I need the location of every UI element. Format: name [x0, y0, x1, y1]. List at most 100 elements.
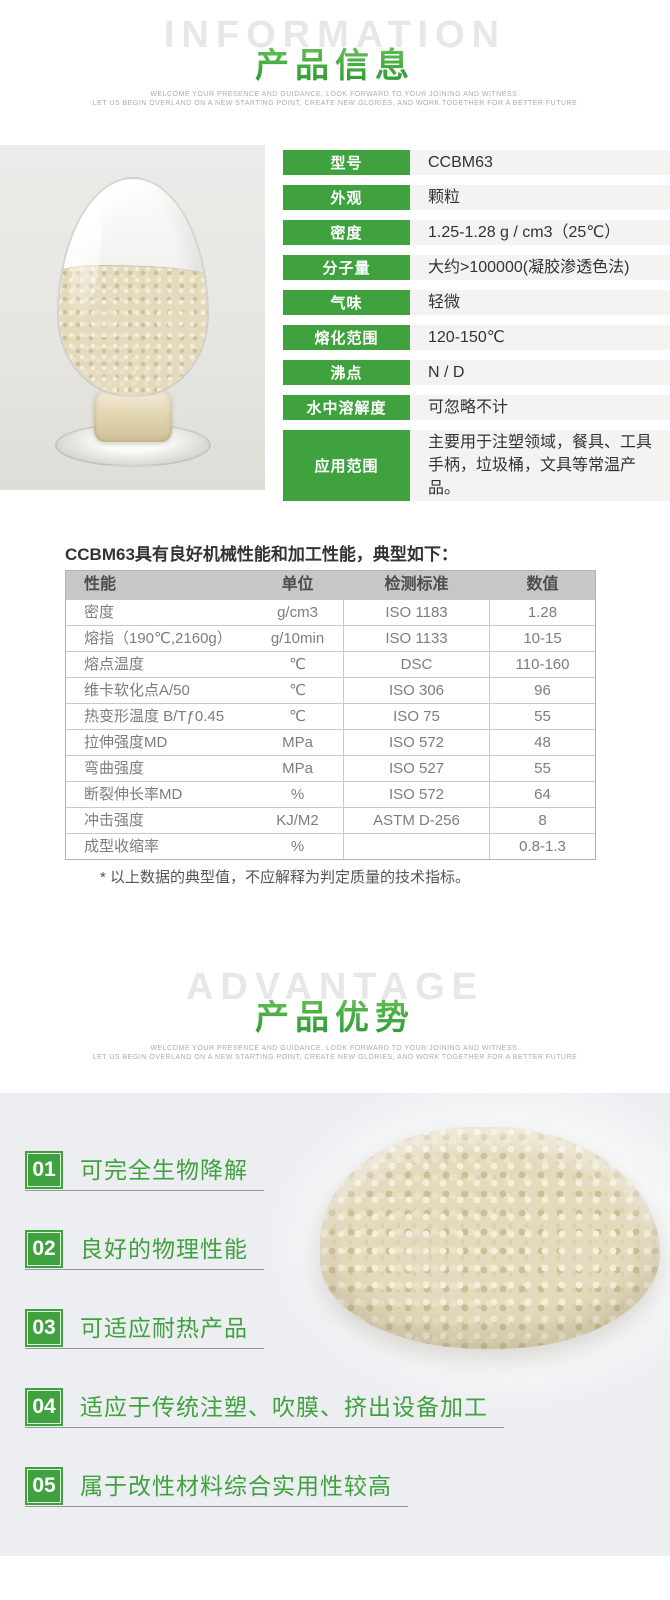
advantage-label: 可适应耐热产品	[80, 1315, 248, 1341]
spec-value: 主要用于注塑领域，餐具、工具手柄，垃圾桶，文具等常温产品。	[410, 430, 670, 501]
mech-cell-value: 55	[489, 756, 595, 781]
spec-value: 可忽略不计	[410, 395, 670, 420]
spec-row: 型号 CCBM63	[283, 150, 670, 175]
advantage-number-badge: 04	[25, 1388, 63, 1426]
mech-table-row: 拉伸强度MD MPa ISO 572 48	[66, 729, 595, 755]
spec-value: 轻微	[410, 290, 670, 315]
mech-cell-standard: ISO 1133	[343, 626, 489, 651]
mech-cell-unit: 单位	[281, 576, 314, 593]
advantage-item: 03 可适应耐热产品	[25, 1309, 264, 1349]
mech-cell-unit: %	[290, 838, 305, 855]
mech-cell-value: 110-160	[489, 652, 595, 677]
mech-cell-property: 弯曲强度	[84, 760, 145, 777]
advantage-number-badge: 05	[25, 1467, 63, 1505]
mech-cell-value: 数值	[489, 571, 595, 599]
mech-table-row: 冲击强度 KJ/M2 ASTM D-256 8	[66, 807, 595, 833]
spec-value: 颗粒	[410, 185, 670, 210]
spec-row: 应用范围 主要用于注塑领域，餐具、工具手柄，垃圾桶，文具等常温产品。	[283, 430, 670, 501]
info-section-subtitle: WELCOME YOUR PRESENCE AND GUIDANCE, LOOK…	[0, 90, 670, 108]
advantage-list: 01 可完全生物降解 02 良好的物理性能 03 可适应耐热产品 04 适应于传…	[25, 1151, 504, 1546]
mech-cell-value: 0.8-1.3	[489, 834, 595, 859]
mech-cell-unit: ℃	[289, 708, 306, 725]
advantage-label: 适应于传统注塑、吹膜、挤出设备加工	[80, 1394, 488, 1420]
mech-table-row: 维卡软化点A/50 ℃ ISO 306 96	[66, 677, 595, 703]
mech-cell-standard: ISO 1183	[343, 600, 489, 625]
mech-cell-standard: ISO 75	[343, 704, 489, 729]
advantage-row: 04 适应于传统注塑、吹膜、挤出设备加工	[25, 1388, 504, 1428]
mech-cell-standard: ASTM D-256	[343, 808, 489, 833]
advantage-row: 02 良好的物理性能	[25, 1230, 504, 1270]
mech-table-row: 弯曲强度 MPa ISO 527 55	[66, 755, 595, 781]
mech-cell-property: 冲击强度	[84, 812, 145, 829]
advantage-item: 01 可完全生物降解	[25, 1151, 264, 1191]
spec-label: 分子量	[283, 255, 410, 280]
mech-cell-unit: g/cm3	[277, 604, 318, 621]
info-subtitle-line1: WELCOME YOUR PRESENCE AND GUIDANCE, LOOK…	[150, 91, 520, 98]
advantage-label: 良好的物理性能	[80, 1236, 248, 1262]
mech-cell-unit: ℃	[289, 682, 306, 699]
spec-value: 大约>100000(凝胶渗透色法)	[410, 255, 670, 280]
mech-cell-value: 1.28	[489, 600, 595, 625]
spec-row: 沸点 N / D	[283, 360, 670, 385]
mech-cell-standard: ISO 572	[343, 782, 489, 807]
info-watermark-text: INFORMATION	[163, 14, 507, 56]
advantage-number-badge: 01	[25, 1151, 63, 1189]
advantage-item: 04 适应于传统注塑、吹膜、挤出设备加工	[25, 1388, 504, 1428]
mech-cell-standard: ISO 306	[343, 678, 489, 703]
mech-cell-standard: ISO 572	[343, 730, 489, 755]
mech-cell-unit: %	[290, 786, 305, 803]
mech-table-row: 熔点温度 ℃ DSC 110-160	[66, 651, 595, 677]
advantage-subtitle-line1: WELCOME YOUR PRESENCE AND GUIDANCE, LOOK…	[150, 1045, 520, 1052]
advantage-label: 可完全生物降解	[80, 1157, 248, 1183]
mech-table-row: 断裂伸长率MD % ISO 572 64	[66, 781, 595, 807]
flask-stem-shape	[94, 390, 172, 442]
info-subtitle-line2: LET US BEGIN OVERLAND ON A NEW STARTING …	[92, 100, 578, 107]
advantage-row: 05 属于改性材料综合实用性较高	[25, 1467, 504, 1507]
mech-cell-standard: 检测标准	[343, 571, 489, 599]
mech-cell-unit: ℃	[289, 656, 306, 673]
mech-cell-value: 48	[489, 730, 595, 755]
mech-table-row: 热变形温度 B/Tƒ0.45 ℃ ISO 75 55	[66, 703, 595, 729]
mech-cell-value: 96	[489, 678, 595, 703]
mech-cell-property: 成型收缩率	[84, 838, 160, 855]
mech-table-intro: CCBM63具有良好机械性能和加工性能，典型如下：	[65, 545, 458, 564]
mech-cell-unit: MPa	[282, 760, 313, 777]
mech-cell-property: 熔指（190℃,2160g）	[84, 630, 232, 647]
advantage-item: 05 属于改性材料综合实用性较高	[25, 1467, 408, 1507]
mech-cell-property: 断裂伸长率MD	[84, 786, 183, 803]
mech-cell-value: 55	[489, 704, 595, 729]
spec-row: 气味 轻微	[283, 290, 670, 315]
mech-cell-unit: g/10min	[270, 630, 325, 647]
spec-value: 120-150℃	[410, 325, 670, 350]
mech-cell-property: 性能	[84, 576, 117, 593]
spec-label: 外观	[283, 185, 410, 210]
product-photo	[0, 145, 265, 490]
advantage-number-badge: 02	[25, 1230, 63, 1268]
advantage-section-header: ADVANTAGE 产品优势 WELCOME YOUR PRESENCE AND…	[0, 948, 670, 1068]
spec-label: 型号	[283, 150, 410, 175]
mech-cell-property: 熔点温度	[84, 656, 145, 673]
pellet-pile-photo	[320, 1127, 660, 1349]
product-spec-list: 型号 CCBM63 外观 颗粒 密度 1.25-1.28 g / cm3（25℃…	[283, 150, 670, 511]
spec-label: 熔化范围	[283, 325, 410, 350]
info-section-header: INFORMATION 产品信息 WELCOME YOUR PRESENCE A…	[0, 0, 670, 120]
advantage-number-badge: 03	[25, 1309, 63, 1347]
flask-body-shape	[57, 177, 209, 397]
spec-row: 密度 1.25-1.28 g / cm3（25℃）	[283, 220, 670, 245]
advantage-subtitle-line2: LET US BEGIN OVERLAND ON A NEW STARTING …	[92, 1054, 578, 1061]
mech-cell-standard: DSC	[343, 652, 489, 677]
spec-label: 气味	[283, 290, 410, 315]
advantage-section-subtitle: WELCOME YOUR PRESENCE AND GUIDANCE, LOOK…	[0, 1044, 670, 1062]
spec-label: 水中溶解度	[283, 395, 410, 420]
advantage-item: 02 良好的物理性能	[25, 1230, 264, 1270]
advantage-section-title: 产品优势	[0, 990, 670, 1039]
mech-cell-unit: MPa	[282, 734, 313, 751]
advantage-row: 01 可完全生物降解	[25, 1151, 504, 1191]
mech-table-row: 熔指（190℃,2160g） g/10min ISO 1133 10-15	[66, 625, 595, 651]
spec-value: N / D	[410, 360, 670, 385]
mech-cell-value: 10-15	[489, 626, 595, 651]
mech-cell-property: 热变形温度 B/Tƒ0.45	[84, 708, 225, 725]
advantage-watermark-text: ADVANTAGE	[185, 966, 485, 1008]
info-section-title: 产品信息	[0, 38, 670, 87]
